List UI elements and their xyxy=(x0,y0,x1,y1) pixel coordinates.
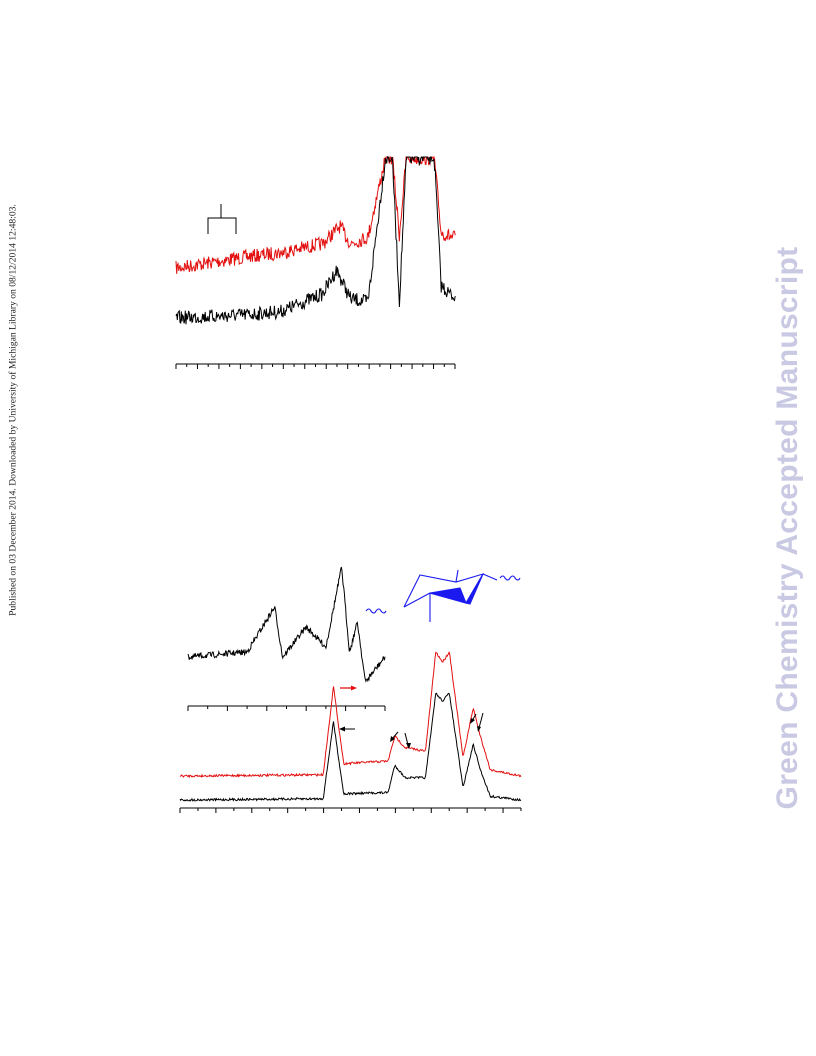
arrow-down-annotation-2 xyxy=(404,732,411,749)
upper-black-trace xyxy=(175,155,456,325)
side-bond xyxy=(482,573,498,581)
inset-spectrum-panel xyxy=(187,566,386,711)
lower-black-trace xyxy=(179,692,522,802)
inset-x-axis-ticks xyxy=(187,706,386,711)
upper-red-trace xyxy=(175,155,456,274)
arrow-left-annotation xyxy=(339,726,355,732)
lower-red-trace xyxy=(179,651,522,779)
chair-structure-drawing xyxy=(365,569,521,622)
lower-x-axis-ticks xyxy=(179,808,522,813)
wedge-bond-2 xyxy=(465,573,484,605)
arrow-down-annotation-4 xyxy=(477,712,484,732)
lower-spectrum-panel xyxy=(179,651,522,813)
wavy-bond-right xyxy=(499,575,521,581)
bracket-annotation xyxy=(207,204,237,234)
axial-bond-up xyxy=(455,569,459,583)
upper-spectrum-panel xyxy=(175,155,456,369)
wavy-bond-left xyxy=(365,608,387,614)
arrow-down-annotation-1 xyxy=(390,731,399,742)
inset-black-trace xyxy=(187,566,386,683)
wedge-bond-1 xyxy=(429,587,467,604)
arrow-down-annotation-3 xyxy=(470,713,477,724)
upper-x-axis-ticks xyxy=(175,364,456,369)
red-arrow-annotation xyxy=(340,685,357,691)
